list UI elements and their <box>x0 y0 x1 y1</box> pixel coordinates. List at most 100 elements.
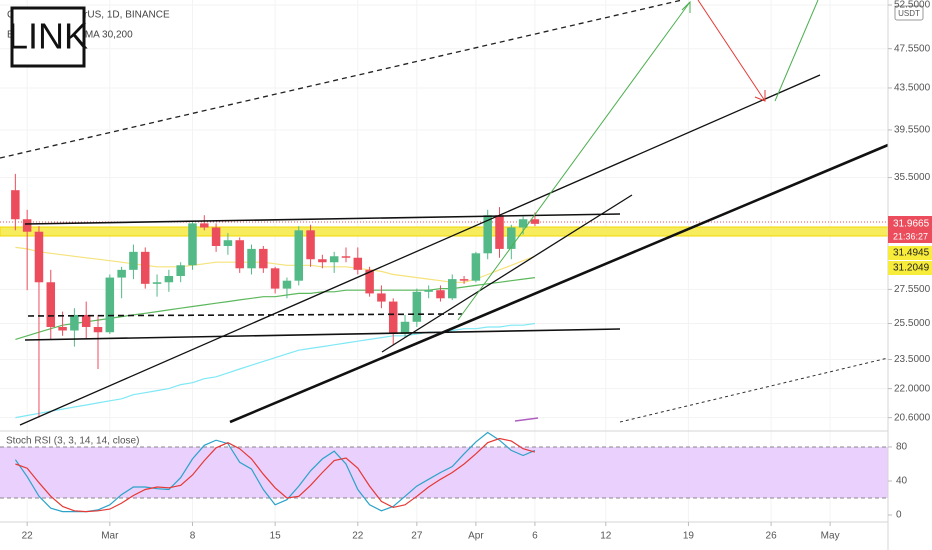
last-price: 31.9665 <box>893 219 930 230</box>
y-tick-label: 20.6000 <box>894 412 931 423</box>
projection-up <box>774 0 819 102</box>
candle-body <box>188 223 197 266</box>
dotted-trendline <box>619 357 889 423</box>
candle-body <box>294 230 304 281</box>
candle-body <box>235 240 244 269</box>
x-tick-label: May <box>821 531 840 542</box>
candle-body <box>259 248 268 269</box>
projection-down <box>697 0 766 102</box>
rsi-tick-label: 80 <box>896 442 908 453</box>
candle-body <box>34 231 44 283</box>
candle-body <box>70 314 79 331</box>
level-label: 31.2049 <box>893 263 930 274</box>
badge-box <box>10 6 86 68</box>
sma-line <box>514 417 539 422</box>
x-tick-label: 15 <box>270 531 282 542</box>
arrowhead <box>681 0 691 13</box>
candle-body <box>459 279 469 281</box>
candle-body <box>400 321 410 335</box>
arrowhead <box>754 90 766 102</box>
y-tick-label: 25.5000 <box>894 318 931 329</box>
x-tick-label: Apr <box>468 531 484 542</box>
candle-body <box>176 265 185 277</box>
y-tick-label: 43.5000 <box>894 83 931 94</box>
candle-body <box>211 227 221 246</box>
candle-body <box>22 219 32 232</box>
candle-body <box>495 215 504 249</box>
y-tick-label: 22.0000 <box>894 383 931 394</box>
candle-body <box>11 190 20 220</box>
line-series <box>15 437 536 513</box>
candle-body <box>530 219 540 224</box>
candle-body <box>507 227 516 249</box>
x-tick-label: 26 <box>766 531 778 542</box>
badge-text: LINK <box>8 16 88 57</box>
rsi-title: Stoch RSI (3, 3, 14, 14, close) <box>6 436 139 447</box>
candle-body <box>93 326 103 333</box>
symbol-title: ChainLink / TetherUS, 1D, BINANCE <box>7 10 170 21</box>
x-tick-label: 12 <box>600 531 612 542</box>
drawings <box>0 0 889 426</box>
candle-body <box>365 269 374 294</box>
candle-body <box>341 256 351 258</box>
candle-body <box>152 282 162 284</box>
level-box <box>888 246 932 260</box>
candle-body <box>200 223 209 228</box>
candle-body <box>353 257 363 270</box>
candle-body <box>58 326 67 331</box>
projection-up <box>457 1 691 321</box>
candle-body <box>377 293 386 302</box>
candle-body <box>436 290 445 299</box>
candle-body <box>318 259 327 263</box>
candle-body <box>105 277 115 333</box>
rsi-band <box>0 446 888 499</box>
zone-highlight <box>0 226 889 237</box>
level-label: 31.4945 <box>893 248 930 259</box>
candle-body <box>471 253 481 281</box>
candle-body <box>164 276 174 283</box>
candle-body <box>483 215 492 254</box>
candle-body <box>306 230 315 260</box>
x-tick-label: 19 <box>683 531 695 542</box>
x-tick-label: 22 <box>352 531 364 542</box>
y-tick-label: 35.5000 <box>894 172 931 183</box>
dashed-level <box>27 313 463 317</box>
countdown: 21:36:27 <box>893 231 928 241</box>
y-tick-label: 39.5500 <box>894 125 931 136</box>
channel-lower <box>229 143 889 424</box>
candle-body <box>81 314 91 327</box>
candle-body <box>247 248 256 269</box>
x-tick-label: 8 <box>190 531 196 542</box>
candle-body <box>424 290 433 292</box>
y-tick-label: 27.5500 <box>894 284 931 295</box>
y-tick-label: 47.5500 <box>894 43 931 54</box>
candle-body <box>282 280 292 289</box>
candle-body <box>329 256 339 263</box>
candle-body <box>129 251 138 270</box>
candle-body <box>140 251 150 284</box>
y-tick-label: 23.5000 <box>894 354 931 365</box>
candle-body <box>117 269 126 278</box>
candle-body <box>448 279 457 299</box>
line-series <box>14 431 536 513</box>
x-tick-label: 22 <box>22 531 34 542</box>
currency-box <box>894 5 924 21</box>
x-tick-label: Mar <box>101 531 119 542</box>
rsi-tick-label: 40 <box>896 476 908 487</box>
candle-body <box>388 301 398 335</box>
countdown-box <box>888 231 932 243</box>
rsi-tick-label: 0 <box>896 510 902 521</box>
currency: USDT <box>898 9 920 18</box>
channel-upper <box>19 74 821 426</box>
x-tick-label: 27 <box>411 531 423 542</box>
candle-body <box>223 240 233 246</box>
candle-body <box>46 282 56 327</box>
candle-body <box>518 219 528 228</box>
last-price-box <box>888 216 932 231</box>
candle-body <box>412 291 422 322</box>
candle-body <box>270 268 280 289</box>
range-bottom <box>24 328 621 341</box>
marks <box>0 173 888 513</box>
